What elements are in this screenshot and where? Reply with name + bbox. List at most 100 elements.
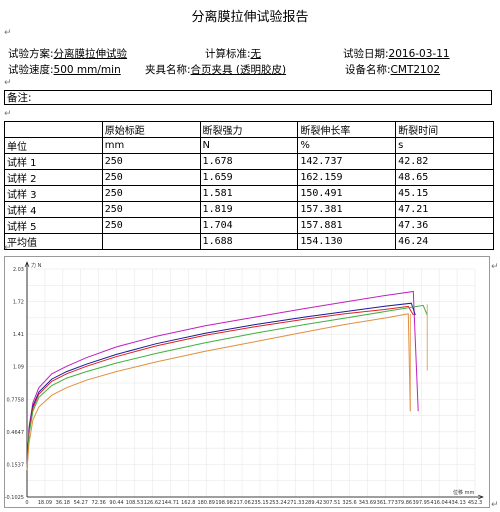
x-tick-label: 361.77	[377, 500, 395, 506]
x-axis-label: 位移 mm	[453, 489, 474, 496]
scheme-field: 试验方案:分离膜拉伸试验	[8, 46, 127, 61]
table-cell: 46.24	[395, 233, 494, 250]
y-axis-label: 力 N	[31, 262, 42, 269]
table-average-row: 平均值 1.688 154.130 46.24	[4, 233, 494, 250]
date-value: 2016-03-11	[388, 48, 450, 60]
table-cell: 157.381	[297, 201, 397, 218]
remarks-box: 备注:	[4, 90, 492, 105]
y-tick-label: 1.72	[13, 300, 24, 306]
x-tick-label: 0	[25, 500, 28, 506]
table-cell: 150.491	[297, 185, 397, 202]
x-tick-label: 416.04	[430, 500, 448, 506]
x-tick-label: 307.51	[323, 500, 341, 506]
y-axis-arrow	[24, 261, 30, 268]
table-row: 试样 2 250 1.659 162.159 48.65	[4, 169, 494, 186]
table-cell: 162.159	[297, 169, 397, 186]
report-title: 分离膜拉伸试验报告	[191, 10, 309, 25]
table-cell: 250	[101, 185, 201, 202]
table-cell: 48.65	[395, 169, 494, 186]
x-tick-label: 379.86	[395, 500, 413, 506]
table-cell: 1.688	[199, 233, 299, 250]
y-tick-label: 2.03	[13, 267, 24, 273]
y-tick-label: 1.41	[13, 332, 24, 338]
speed-value: 500 mm/min	[53, 64, 121, 76]
x-tick-label: 289.42	[305, 500, 323, 506]
table-cell: 试样 5	[4, 217, 103, 234]
table-row: 试样 5 250 1.704 157.881 47.36	[4, 217, 494, 234]
chart-svg: 2.03 1.72 1.41 1.09 0.7758 0.4647 0.1537 -0.102…	[5, 261, 484, 506]
date-label: 试验日期:	[343, 48, 389, 60]
x-axis-arrow	[477, 494, 484, 500]
x-tick-label: 90.44	[109, 500, 123, 506]
remarks-label: 备注:	[7, 92, 32, 104]
table-cell: 1.659	[199, 169, 299, 186]
x-tick-label: 54.27	[74, 500, 88, 506]
x-tick-label: 271.33	[287, 500, 305, 506]
y-tick-label: 1.09	[13, 365, 24, 371]
table-cell: 平均值	[4, 233, 103, 250]
x-tick-label: 126.62	[144, 500, 162, 506]
speed-field: 试验速度:500 mm/min	[8, 62, 121, 77]
table-cell: 单位	[4, 137, 103, 154]
x-tick-label: 72.36	[92, 500, 106, 506]
series-line	[26, 304, 428, 471]
return-mark: ↵	[4, 243, 12, 253]
table-cell: 154.130	[297, 233, 397, 250]
x-tick-label: 36.18	[56, 500, 70, 506]
table-cell: 断裂时间	[395, 121, 494, 138]
x-tick-label: 397.95	[412, 500, 430, 506]
table-cell: 250	[101, 217, 201, 234]
device-value: CMT2102	[390, 64, 441, 76]
y-tick-label: 0.4647	[7, 430, 25, 436]
table-cell: %	[297, 137, 397, 154]
table-row: 试样 4 250 1.819 157.381 47.21	[4, 201, 494, 218]
table-cell: 47.21	[395, 201, 494, 218]
y-tick-label: 0.1537	[7, 462, 25, 468]
table-cell: 1.678	[199, 153, 299, 170]
x-tick-label: 162.8	[181, 500, 195, 506]
table-row: 试样 1 250 1.678 142.737 42.82	[4, 153, 494, 170]
device-label: 设备名称:	[345, 64, 391, 76]
table-units-row: 单位 mm N % s	[4, 137, 494, 154]
device-field: 设备名称:CMT2102	[345, 62, 440, 77]
table-cell: 断裂强力	[199, 121, 299, 138]
standard-value: 无	[250, 48, 262, 60]
series-line	[26, 290, 419, 471]
y-tick-label: -0.1025	[5, 495, 24, 501]
table-cell: s	[395, 137, 494, 154]
return-mark: ↵	[4, 28, 12, 38]
fixture-value: 合页夹具 (透明胶皮)	[190, 64, 287, 76]
table-cell: 试样 2	[4, 169, 103, 186]
standard-label: 计算标准:	[205, 48, 251, 60]
table-cell: 250	[101, 153, 201, 170]
standard-field: 计算标准:无	[205, 46, 261, 61]
table-header-row: 原始标距 断裂强力 断裂伸长率 断裂时间	[4, 121, 494, 138]
table-cell: 157.881	[297, 217, 397, 234]
x-tick-label: 18.09	[38, 500, 52, 506]
table-cell: 142.737	[297, 153, 397, 170]
table-cell: 250	[101, 201, 201, 218]
table-cell: 1.704	[199, 217, 299, 234]
series-line	[26, 302, 416, 471]
table-cell: 试样 3	[4, 185, 103, 202]
x-tick-label: 180.89	[197, 500, 215, 506]
series-line	[26, 313, 411, 471]
y-tick-label: 0.7758	[7, 397, 25, 403]
x-tick-label: 253.24	[269, 500, 287, 506]
table-row: 试样 3 250 1.581 150.491 45.15	[4, 185, 494, 202]
table-cell: 47.36	[395, 217, 494, 234]
table-cell	[101, 233, 201, 250]
table-cell: mm	[101, 137, 201, 154]
table-cell: 试样 4	[4, 201, 103, 218]
results-table: 原始标距 断裂强力 断裂伸长率 断裂时间 单位 mm N % s 试样 1 25…	[4, 121, 494, 250]
table-cell: 原始标距	[101, 121, 201, 138]
x-tick-label: 144.71	[162, 500, 180, 506]
scheme-value: 分离膜拉伸试验	[53, 48, 128, 60]
return-mark: ↵	[491, 262, 499, 272]
table-cell: 试样 1	[4, 153, 103, 170]
table-cell: 250	[101, 169, 201, 186]
x-tick-label: 108.53	[126, 500, 144, 506]
table-cell: N	[199, 137, 299, 154]
date-field: 试验日期:2016-03-11	[343, 46, 450, 61]
table-cell: 42.82	[395, 153, 494, 170]
